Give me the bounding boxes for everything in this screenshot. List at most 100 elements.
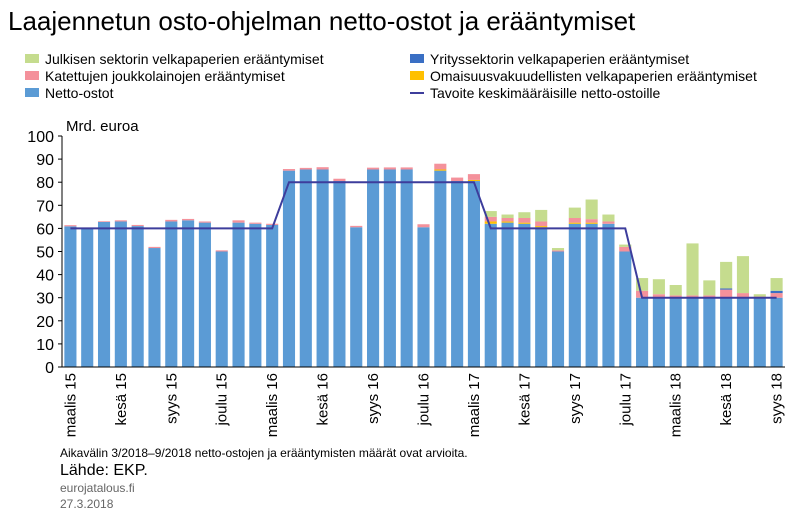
bar-segment bbox=[282, 169, 296, 171]
site: eurojatalous.fi bbox=[60, 481, 135, 495]
bar-segment bbox=[602, 221, 615, 224]
bar-segment bbox=[333, 178, 346, 182]
bar-segment bbox=[451, 181, 464, 367]
bar-segment bbox=[165, 219, 178, 222]
bar-segment bbox=[198, 221, 211, 223]
y-tick-label: 40 bbox=[36, 268, 54, 285]
bar-segment bbox=[232, 222, 245, 367]
bar-segment bbox=[367, 167, 380, 170]
bar-segment bbox=[636, 297, 649, 367]
bar-segment bbox=[417, 227, 430, 367]
y-tick-label: 100 bbox=[27, 129, 54, 146]
bar-segment bbox=[299, 167, 312, 170]
x-tick-label: syys 16 bbox=[365, 373, 382, 424]
y-axis-label: Mrd. euroa bbox=[66, 118, 139, 135]
bar-segment bbox=[518, 212, 531, 219]
x-tick-label: maalis 18 bbox=[668, 373, 685, 437]
bar-segment bbox=[535, 209, 548, 222]
bar-segment bbox=[501, 214, 514, 219]
x-tick-label: kesä 18 bbox=[718, 373, 735, 426]
legend-label: Omaisuusvakuudellisten velkapaperien erä… bbox=[430, 68, 757, 84]
y-tick-label: 90 bbox=[36, 152, 54, 169]
y-tick-label: 60 bbox=[36, 221, 54, 238]
bar-segment bbox=[585, 222, 598, 224]
bar-segment bbox=[97, 221, 111, 367]
legend-swatch bbox=[410, 71, 424, 80]
bar-segment bbox=[753, 294, 766, 297]
bar-segment bbox=[551, 251, 565, 367]
bar-segment bbox=[736, 293, 750, 298]
bar-segment bbox=[568, 218, 581, 223]
bar-segment bbox=[770, 290, 783, 294]
legend-label: Julkisen sektorin velkapaperien erääntym… bbox=[45, 51, 324, 67]
bar-segment bbox=[652, 294, 665, 298]
bar-segment bbox=[266, 223, 279, 225]
bar-segment bbox=[316, 167, 329, 170]
y-tick-label: 20 bbox=[36, 314, 54, 331]
bar-segment bbox=[535, 226, 548, 228]
legend-label: Netto-ostot bbox=[45, 85, 114, 101]
bar-segment bbox=[114, 220, 127, 222]
x-tick-label: syys 15 bbox=[163, 373, 180, 424]
y-tick-label: 10 bbox=[36, 337, 54, 354]
legend-swatch bbox=[410, 54, 424, 63]
bar-segment bbox=[753, 297, 766, 367]
bar-segment bbox=[165, 221, 178, 367]
legend-swatch bbox=[25, 54, 39, 63]
y-tick-label: 0 bbox=[45, 360, 54, 377]
bar-segment bbox=[64, 225, 77, 227]
x-tick-label: maalis 17 bbox=[466, 373, 483, 437]
bar-segment bbox=[551, 250, 565, 252]
bar-segment bbox=[434, 163, 447, 170]
bar-segment bbox=[720, 261, 733, 289]
bar-segment bbox=[736, 256, 750, 294]
bar-segment bbox=[81, 228, 94, 367]
bar-segment bbox=[131, 226, 144, 367]
y-tick-label: 80 bbox=[36, 175, 54, 192]
bar-segment bbox=[703, 295, 716, 298]
bar-segment bbox=[316, 169, 329, 367]
bar-segment bbox=[518, 218, 531, 223]
x-tick-label: joulu 16 bbox=[416, 373, 433, 427]
bar-segment bbox=[131, 224, 144, 227]
bar-segment bbox=[535, 227, 548, 367]
chart-title: Laajennetun osto-ohjelman netto-ostot ja… bbox=[8, 6, 636, 36]
bar-segment bbox=[182, 220, 195, 367]
bar-segment bbox=[451, 177, 464, 182]
bar-segment bbox=[619, 246, 632, 252]
bar-segment bbox=[266, 224, 279, 367]
bar-segment bbox=[350, 225, 363, 228]
y-tick-label: 30 bbox=[36, 291, 54, 308]
bar-segment bbox=[720, 297, 733, 367]
bar-segment bbox=[619, 244, 632, 247]
bar-segment bbox=[535, 221, 548, 227]
bar-segment bbox=[518, 223, 531, 367]
bar-segment bbox=[602, 223, 615, 367]
bar-segment bbox=[720, 288, 733, 290]
bar-segment bbox=[770, 297, 783, 367]
bar-segment bbox=[97, 221, 111, 222]
bar-segment bbox=[669, 284, 682, 296]
legend-swatch bbox=[25, 71, 39, 80]
bar-segment bbox=[367, 169, 380, 367]
y-tick-label: 50 bbox=[36, 245, 54, 262]
bar-segment bbox=[434, 170, 447, 367]
x-tick-label: kesä 17 bbox=[516, 373, 533, 426]
bar-segment bbox=[198, 222, 211, 367]
bar-segment bbox=[770, 293, 783, 298]
bar-segment bbox=[434, 169, 447, 171]
x-tick-label: kesä 16 bbox=[315, 373, 332, 426]
x-tick-label: syys 18 bbox=[769, 373, 786, 424]
note: Aikavälin 3/2018–9/2018 netto-ostojen ja… bbox=[60, 446, 468, 460]
x-tick-label: joulu 15 bbox=[214, 373, 231, 427]
bar-segment bbox=[383, 167, 396, 170]
bar-segment bbox=[669, 295, 682, 298]
bar-segment bbox=[568, 207, 581, 219]
bar-segment bbox=[686, 243, 699, 296]
bar-segment bbox=[703, 297, 716, 367]
bar-segment bbox=[417, 224, 430, 228]
legend-label: Tavoite keskimääräisille netto-ostoille bbox=[430, 85, 661, 101]
target-line bbox=[70, 181, 777, 299]
bar-segment bbox=[484, 216, 497, 222]
bar-segment bbox=[686, 297, 699, 367]
